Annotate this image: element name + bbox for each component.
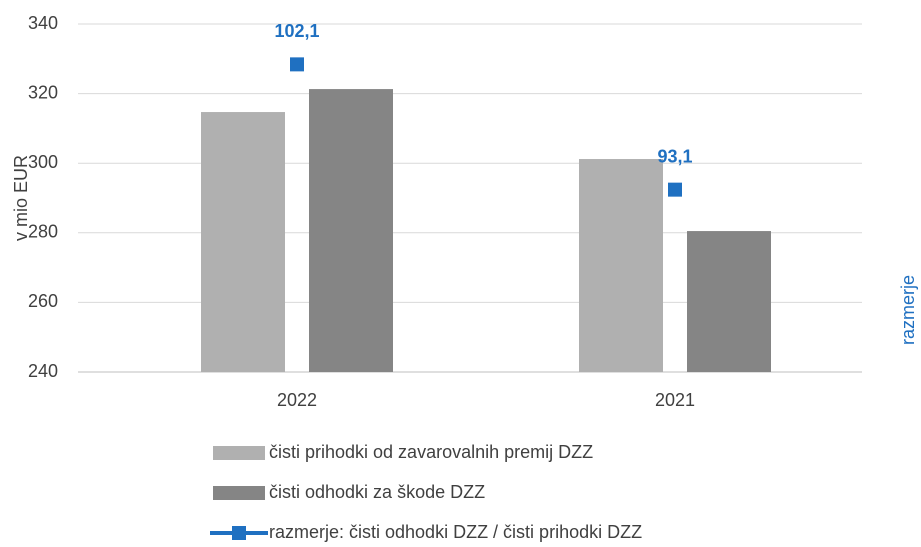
y-tick-label: 320 [28,82,58,102]
y-tick-label: 280 [28,222,58,242]
data-label: 93,1 [657,146,692,166]
legend-swatch [213,446,265,460]
legend-label: čisti odhodki za škode DZZ [269,482,485,502]
bar [201,112,285,372]
y2-axis-label: razmerje [898,275,918,345]
x-tick-label: 2021 [655,390,695,410]
legend-marker [232,526,246,540]
legend-label: razmerje: čisti odhodki DZZ / čisti prih… [269,522,642,542]
y-tick-label: 240 [28,361,58,381]
legend-label: čisti prihodki od zavarovalnih premij DZ… [269,442,593,462]
y-tick-label: 300 [28,152,58,172]
ratio-marker [290,57,304,72]
y-tick-label: 260 [28,291,58,311]
legend-swatch [213,486,265,500]
y-axis-label: v mio EUR [11,155,31,241]
y-tick-label: 340 [28,13,58,33]
x-tick-label: 2022 [277,390,317,410]
bar [579,159,663,372]
bar [687,231,771,372]
bar [309,89,393,373]
ratio-marker [668,182,682,197]
data-label: 102,1 [274,21,319,41]
